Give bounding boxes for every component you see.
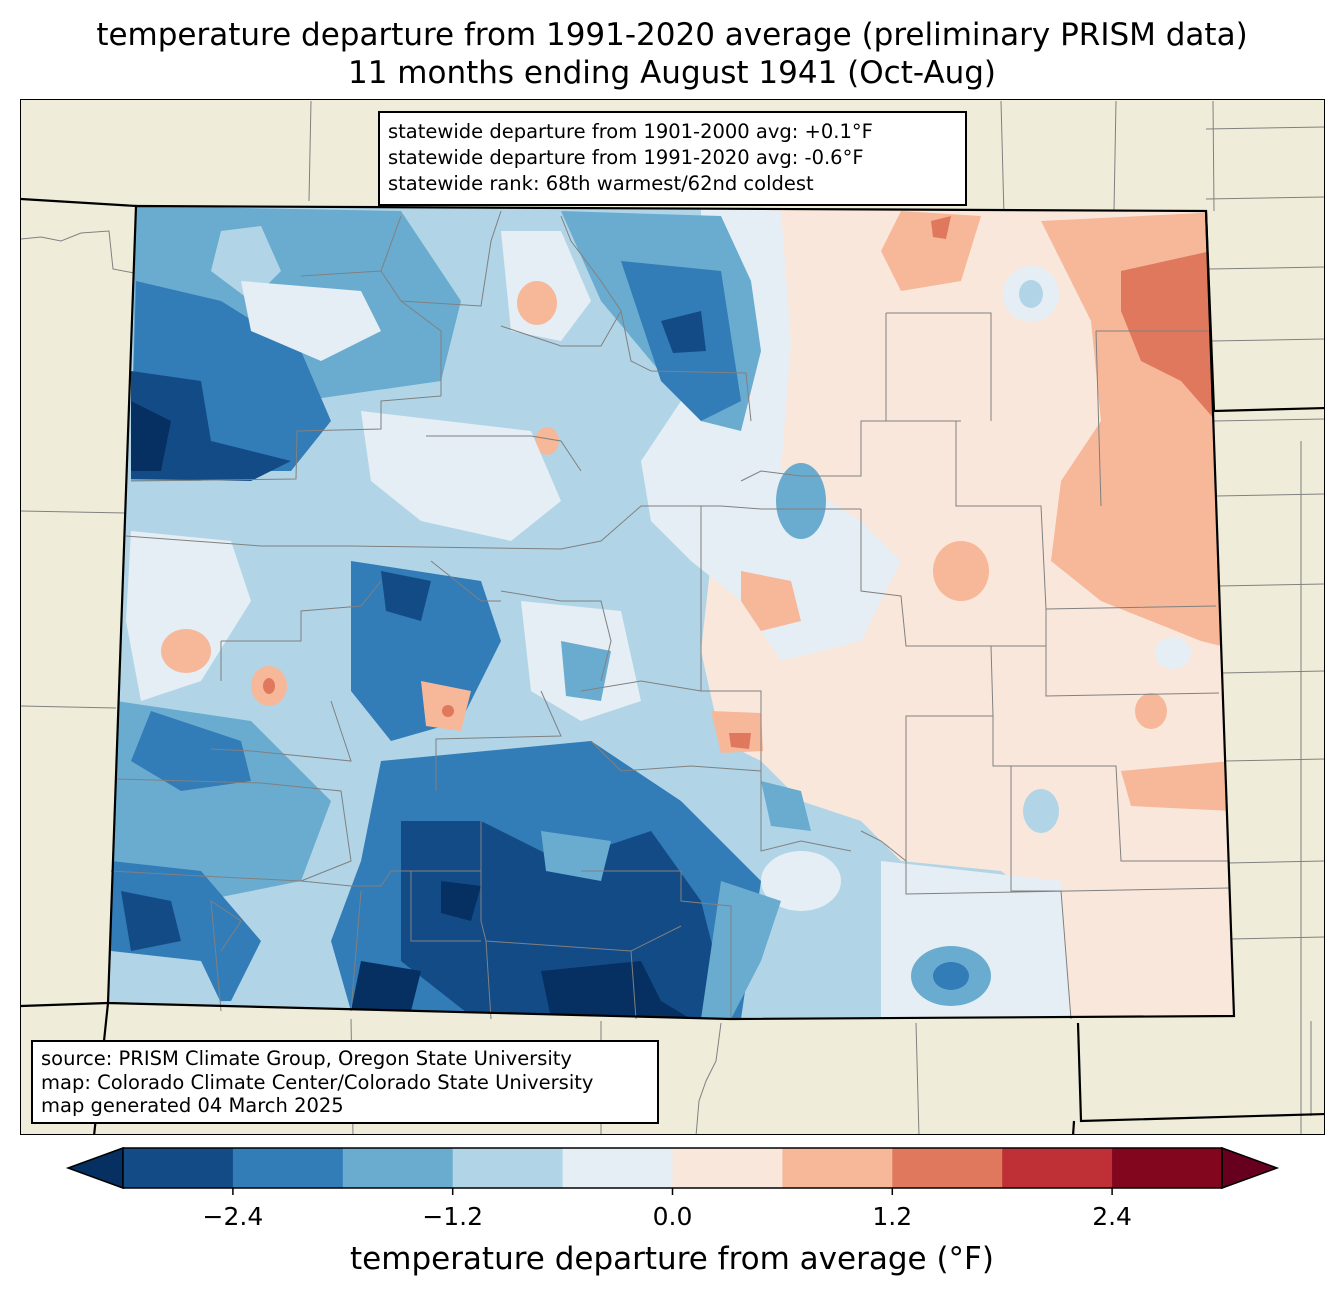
- source-line: source: PRISM Climate Group, Oregon Stat…: [41, 1047, 572, 1070]
- colorbar-extend-high: [1221, 1146, 1280, 1190]
- colorbar-bin: [782, 1148, 893, 1188]
- temperature-field: [108, 206, 1234, 1019]
- map-panel: [20, 99, 1325, 1135]
- colorbar-bin: [123, 1148, 234, 1188]
- colorbar-bin: [892, 1148, 1003, 1188]
- colorbar-tick-label: 0.0: [653, 1202, 693, 1231]
- colorbar-bin: [232, 1148, 344, 1188]
- stats-departure-1901-2000: statewide departure from 1901-2000 avg: …: [388, 120, 873, 143]
- colorbar-tick-label: −2.4: [203, 1202, 264, 1231]
- colorbar-bin: [452, 1148, 564, 1188]
- generated-date-line: map generated 04 March 2025: [41, 1094, 344, 1117]
- colorbar-bin: [562, 1148, 673, 1188]
- colorbar-extend-low: [65, 1146, 124, 1190]
- colorbar: −2.4 −1.2 0.0 1.2 2.4: [65, 1146, 1280, 1231]
- stats-departure-1991-2020: statewide departure from 1991-2020 avg: …: [388, 146, 864, 169]
- colorbar-bin: [342, 1148, 454, 1188]
- colorbar-segments: [65, 1146, 1280, 1190]
- map-canvas: [21, 100, 1324, 1134]
- county-boundaries: [110, 210, 1230, 1020]
- colorbar-bin: [672, 1148, 783, 1188]
- colorbar-bin: [1002, 1148, 1113, 1188]
- map-title: temperature departure from 1991-2020 ave…: [96, 17, 1248, 53]
- colorbar-tick-label: 2.4: [1092, 1202, 1132, 1231]
- colorbar-bin: [1112, 1148, 1223, 1188]
- source-credit-box: source: PRISM Climate Group, Oregon Stat…: [31, 1040, 659, 1124]
- colorbar-tick-label: −1.2: [422, 1202, 483, 1231]
- colorbar-label: temperature departure from average (°F): [350, 1241, 994, 1277]
- map-credit-line: map: Colorado Climate Center/Colorado St…: [41, 1070, 594, 1094]
- map-subtitle: 11 months ending August 1941 (Oct-Aug): [347, 55, 997, 91]
- statewide-stats-box: statewide departure from 1901-2000 avg: …: [378, 111, 967, 206]
- colorbar-tick-label: 1.2: [872, 1202, 912, 1231]
- colorbar-ticks: −2.4 −1.2 0.0 1.2 2.4: [203, 1188, 1132, 1231]
- stats-rank: statewide rank: 68th warmest/62nd coldes…: [388, 172, 814, 195]
